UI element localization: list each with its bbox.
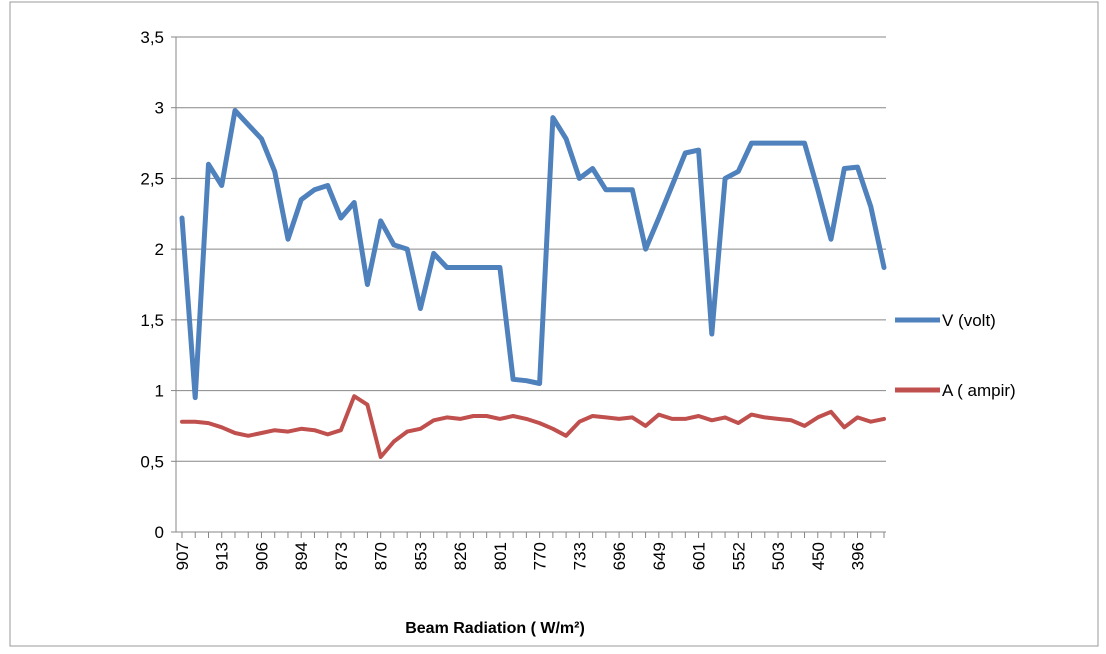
x-tick-label: 601 [690, 542, 709, 570]
x-axis-title: Beam Radiation ( W/m²) [405, 620, 585, 637]
x-tick-label: 450 [809, 542, 828, 570]
y-tick-label: 2 [155, 240, 164, 259]
y-tick-label: 1,5 [140, 311, 164, 330]
x-tick-label: 396 [849, 542, 868, 570]
y-tick-label: 3 [155, 99, 164, 118]
x-tick-label: 913 [213, 542, 232, 570]
x-tick-label: 870 [372, 542, 391, 570]
y-tick-label: 1 [155, 382, 164, 401]
y-tick-label: 0 [155, 523, 164, 542]
x-tick-label: 649 [650, 542, 669, 570]
x-tick-label: 894 [292, 542, 311, 570]
y-tick-label: 3,5 [140, 28, 164, 47]
line-series [179, 108, 887, 401]
x-tick-label: 696 [610, 542, 629, 570]
x-tick-label: 770 [531, 542, 550, 570]
legend-label: V (volt) [942, 311, 996, 330]
x-tick-label: 826 [451, 542, 470, 570]
x-tick-label: 853 [411, 542, 430, 570]
line-series [180, 394, 886, 459]
y-tick-label: 2,5 [140, 169, 164, 188]
x-tick-label: 503 [769, 542, 788, 570]
x-tick-label: 801 [491, 542, 510, 570]
legend-label: A ( ampir) [942, 381, 1016, 400]
x-tick-label: 907 [173, 542, 192, 570]
x-tick-label: 552 [729, 542, 748, 570]
x-tick-label: 733 [570, 542, 589, 570]
x-tick-label: 873 [332, 542, 351, 570]
x-tick-label: 906 [252, 542, 271, 570]
y-tick-label: 0,5 [140, 452, 164, 471]
